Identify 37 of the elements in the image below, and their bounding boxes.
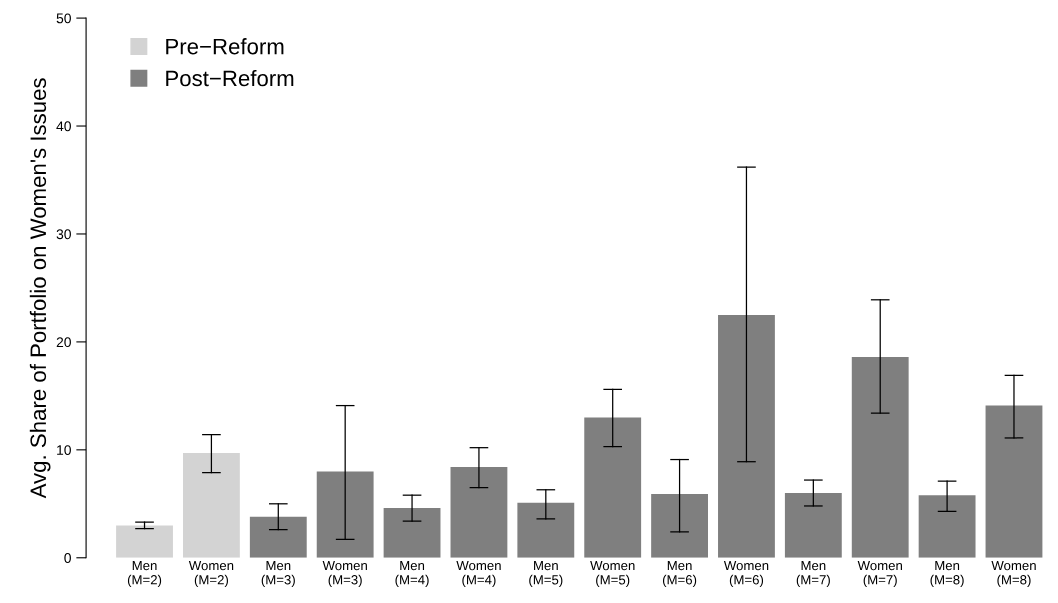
bar [784, 493, 842, 558]
bar [651, 494, 708, 558]
x-tick-label: Women (M=6) [723, 561, 769, 588]
bar [116, 525, 173, 558]
y-tick-label: 50 [56, 13, 71, 24]
bar [718, 314, 775, 558]
x-tick-label: Men (M=4) [395, 561, 429, 588]
bar [249, 516, 307, 558]
x-tick-label: Men (M=3) [261, 561, 295, 588]
x-tick-label: Women (M=7) [857, 561, 902, 588]
bar [182, 453, 240, 558]
bar [918, 495, 976, 558]
bar [517, 502, 575, 558]
x-tick-label: Men (M=6) [662, 561, 697, 588]
x-tick-label: Women (M=8) [991, 561, 1036, 588]
y-tick-label: 0 [64, 553, 71, 563]
x-tick-label: Men (M=2) [127, 561, 162, 588]
bar [985, 405, 1043, 558]
x-tick-label: Women (M=3) [322, 561, 367, 588]
legend-label: Pre−Reform [166, 38, 284, 55]
x-tick-label: Men (M=8) [930, 561, 964, 588]
x-tick-label: Women (M=2) [188, 561, 234, 588]
bar [584, 417, 642, 558]
bar [450, 467, 508, 558]
bar [851, 357, 909, 558]
y-tick-label: 40 [56, 121, 71, 132]
x-tick-label: Women (M=5) [590, 561, 635, 588]
y-tick-label: 20 [56, 337, 71, 348]
y-axis-title: Avg. Share of Portfolio on Women's Issues [29, 78, 51, 499]
legend-label: Post−Reform [166, 69, 294, 87]
bar [316, 471, 374, 558]
y-tick-label: 10 [57, 445, 71, 456]
x-tick-label: Men (M=7) [796, 561, 830, 588]
x-tick-label: Women (M=4) [456, 561, 501, 588]
y-tick-label: 30 [56, 229, 71, 240]
x-tick-label: Men (M=5) [529, 561, 563, 588]
bar [383, 508, 441, 558]
